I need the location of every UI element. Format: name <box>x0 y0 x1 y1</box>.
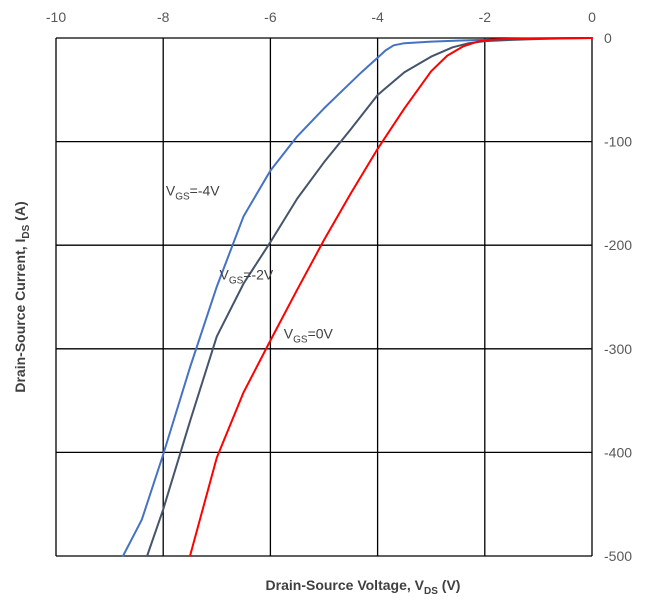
series-lines <box>122 37 593 557</box>
annotations: VGS=-4V VGS=-2V VGS=0V <box>166 182 334 345</box>
grid <box>55 37 593 557</box>
x-tick-label: -10 <box>46 9 66 25</box>
y-tick-label: -100 <box>604 134 632 150</box>
x-tick-label: -8 <box>157 9 170 25</box>
series-line-vgs-0v <box>189 37 593 557</box>
x-tick-label: -6 <box>264 9 277 25</box>
y-tick-label: -200 <box>604 237 632 253</box>
y-tick-label: -300 <box>604 341 632 357</box>
y-tick-label: -500 <box>604 548 632 564</box>
x-axis-title: Drain-Source Voltage, VDS (V) <box>266 577 461 597</box>
series-line-vgs-2v <box>146 37 593 557</box>
y-axis-title: Drain-Source Current, IDS (A) <box>12 201 32 392</box>
y-tick-label: 0 <box>604 30 612 46</box>
series-annotation: VGS=-2V <box>219 266 273 286</box>
x-tick-label: 0 <box>588 9 596 25</box>
y-tick-labels: 0 -100 -200 -300 -400 -500 <box>604 30 632 564</box>
x-tick-label: -2 <box>479 9 492 25</box>
y-tick-label: -400 <box>604 444 632 460</box>
series-annotation: VGS=0V <box>284 325 334 345</box>
x-tick-label: -4 <box>371 9 384 25</box>
x-tick-labels: -10 -8 -6 -4 -2 0 <box>46 9 596 25</box>
series-annotation: VGS=-4V <box>166 182 220 202</box>
